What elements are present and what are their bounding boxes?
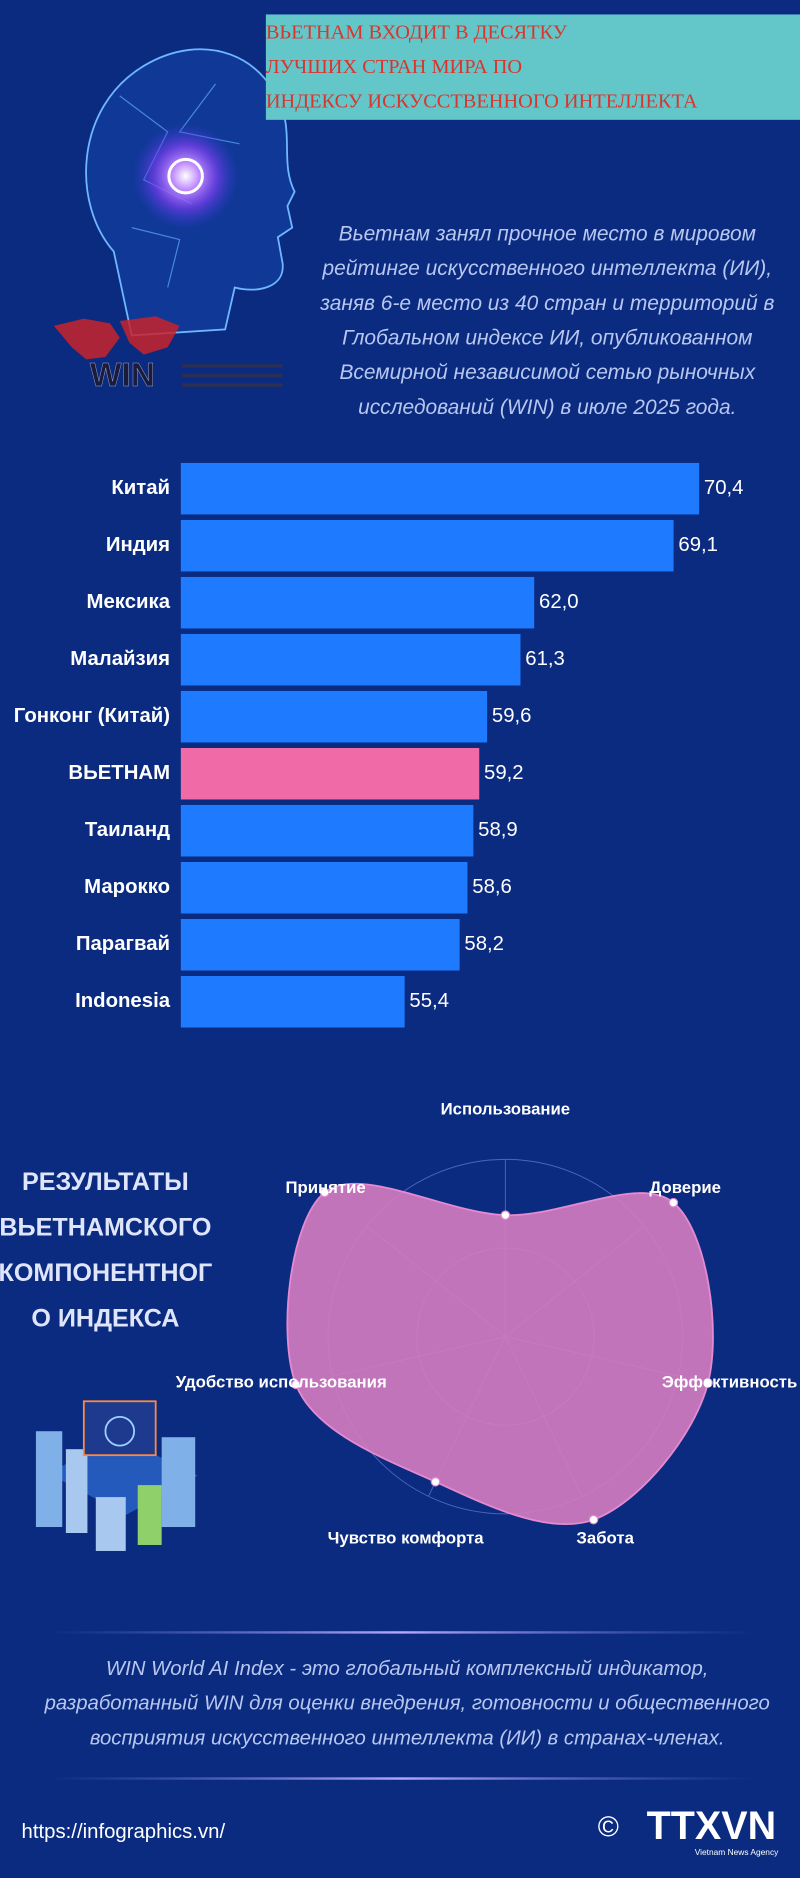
bar <box>180 919 460 971</box>
category-label: Индия <box>106 534 170 556</box>
section-title-line: ВЬЕТНАМСКОГО <box>0 1213 211 1241</box>
value-label: 69,1 <box>678 534 718 556</box>
category-label: Гонконг (Китай) <box>14 705 170 727</box>
radar-point <box>430 1476 441 1487</box>
radar-axis-label: Доверие <box>649 1178 721 1197</box>
win-logo: WIN <box>53 316 283 394</box>
section-title-line: КОМПОНЕНТНОГ <box>0 1259 212 1287</box>
description-line: Всемирной независимой сетью рыночных <box>339 361 756 384</box>
radar-axis-label: Чувство комфорта <box>328 1528 485 1547</box>
separator <box>47 1777 755 1780</box>
category-label: Таиланд <box>85 819 170 841</box>
radar-area <box>286 1182 714 1526</box>
value-label: 70,4 <box>704 477 744 499</box>
radar-point <box>703 1378 713 1388</box>
radar-axis-label: Удобство использования <box>176 1372 387 1391</box>
title-box <box>265 14 800 120</box>
title-line: ВЬЕТНАМ ВХОДИТ В ДЕСЯТКУ <box>266 21 568 43</box>
bar-chart: Китай 70,4 Индия 69,1 Мексика 62,0 Малайзия 61,… <box>14 462 744 1028</box>
radar-axis-label: Эффективность <box>662 1372 797 1391</box>
footer-note: WIN World AI Index - это глобальный комп… <box>44 1658 770 1749</box>
value-label: 58,2 <box>464 933 504 955</box>
category-label: Марокко <box>84 876 170 898</box>
bar <box>180 976 405 1028</box>
description-line: Вьетнам занял прочное место в мировом <box>339 222 756 245</box>
description: Вьетнам занял прочное место в мировом рей… <box>319 222 774 419</box>
separator <box>47 1631 755 1634</box>
radar-point <box>588 1514 599 1525</box>
value-label: 59,6 <box>492 705 532 727</box>
value-label: 61,3 <box>525 648 565 670</box>
radar-axis-label: Забота <box>576 1528 634 1547</box>
win-logo-text: WIN <box>90 357 155 394</box>
copyright: © <box>598 1811 619 1843</box>
title-line: ЛУЧШИХ СТРАН МИРА ПО <box>266 56 522 78</box>
city-illustration <box>35 1400 198 1551</box>
radar-chart: Использование Доверие Эффективность Забота Ч… <box>176 1100 798 1548</box>
ttxvn-logo-sub: Vietnam News Agency <box>695 1847 779 1857</box>
radar-point <box>668 1197 679 1208</box>
category-label: Мексика <box>87 591 171 613</box>
source-url: https://infographics.vn/ <box>22 1821 226 1843</box>
bar <box>180 804 474 857</box>
description-line: заняв 6-е место из 40 стран и территорий… <box>319 292 774 315</box>
value-label: 59,2 <box>484 762 524 784</box>
note-line: WIN World AI Index - это глобальный комп… <box>106 1658 709 1680</box>
bar <box>180 633 521 686</box>
note-line: восприятия искусственного интеллекта (ИИ… <box>90 1727 725 1749</box>
radar-point <box>500 1210 511 1220</box>
ttxvn-logo: TTXVN <box>647 1804 777 1848</box>
value-label: 62,0 <box>539 591 579 613</box>
category-label: ВЬЕТНАМ <box>68 762 170 784</box>
note-line: разработанный WIN для оценки внедрения, … <box>44 1693 770 1715</box>
bar <box>180 462 700 515</box>
radar-point <box>291 1379 301 1390</box>
section-title: РЕЗУЛЬТАТЫ ВЬЕТНАМСКОГО КОМПОНЕНТНОГ О ИНДЕ… <box>0 1168 212 1333</box>
radar-point <box>319 1187 330 1198</box>
radar-axis-label: Использование <box>441 1100 571 1119</box>
category-label: Малайзия <box>70 648 170 670</box>
bar <box>180 576 535 629</box>
category-label: Китай <box>111 477 170 499</box>
description-line: исследований (WIN) в июле 2025 года. <box>358 396 736 419</box>
title: ВЬЕТНАМ ВХОДИТ В ДЕСЯТКУ ЛУЧШИХ СТРАН МИ… <box>266 21 698 112</box>
bar <box>180 747 480 800</box>
description-line: Глобальном индексе ИИ, опубликованном <box>342 327 752 350</box>
bar <box>180 519 674 572</box>
description-line: рейтинге искусственного интеллекта (ИИ), <box>321 257 772 280</box>
section-title-line: РЕЗУЛЬТАТЫ <box>22 1168 189 1196</box>
category-label: Парагвай <box>76 933 170 955</box>
section-title-line: О ИНДЕКСА <box>31 1304 179 1332</box>
value-label: 58,6 <box>472 876 512 898</box>
category-label: Indonesia <box>75 990 171 1012</box>
radar-axis-label: Принятие <box>285 1178 365 1197</box>
value-label: 58,9 <box>478 819 518 841</box>
bar <box>180 861 468 914</box>
bar <box>180 690 488 743</box>
value-label: 55,4 <box>409 990 449 1012</box>
title-line: ИНДЕКСУ ИСКУССТВЕННОГО ИНТЕЛЛЕКТА <box>266 91 698 113</box>
